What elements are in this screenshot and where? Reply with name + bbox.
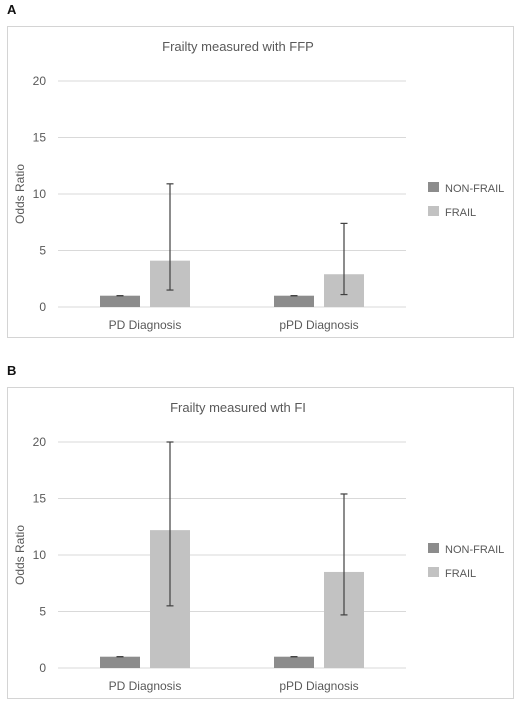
chart-a-title: Frailty measured with FFP xyxy=(162,39,314,54)
panel-a-letter: A xyxy=(7,2,17,17)
chart-a: Frailty measured with FFP 0 5 10 15 20 Odds Ra… xyxy=(7,26,514,338)
chart-a-xtick-0: PD Diagnosis xyxy=(109,318,182,332)
chart-a-ytick-15: 15 xyxy=(33,131,47,145)
chart-a-ytick-10: 10 xyxy=(33,187,47,201)
chart-b-bar-non-frail-1 xyxy=(274,656,314,668)
chart-b-legend-label-0: NON-FRAIL xyxy=(445,544,504,556)
chart-b-ylabel: Odds Ratio xyxy=(13,525,27,585)
chart-a-legend-label-1: FRAIL xyxy=(445,207,476,219)
chart-a-ytick-5: 5 xyxy=(39,244,46,258)
chart-b: Frailty measured wth FI 0 5 10 15 20 Odds Rati… xyxy=(7,387,514,699)
chart-b-ytick-0: 0 xyxy=(39,661,46,675)
chart-a-xtick-1: pPD Diagnosis xyxy=(279,318,358,332)
chart-b-legend-label-1: FRAIL xyxy=(445,568,476,580)
chart-b-legend-swatch-1 xyxy=(428,567,439,577)
chart-a-svg: Frailty measured with FFP 0 5 10 15 20 Odds Ra… xyxy=(13,39,504,332)
chart-a-ytick-0: 0 xyxy=(39,300,46,314)
chart-b-title: Frailty measured wth FI xyxy=(170,400,306,415)
chart-a-legend-label-0: NON-FRAIL xyxy=(445,183,504,195)
chart-b-xtick-1: pPD Diagnosis xyxy=(279,679,358,693)
chart-b-ytick-5: 5 xyxy=(39,605,46,619)
chart-a-bar-non-frail-0 xyxy=(100,295,140,307)
chart-b-svg: Frailty measured wth FI 0 5 10 15 20 Odds Rati… xyxy=(13,400,504,693)
chart-a-ytick-20: 20 xyxy=(33,74,47,88)
chart-b-xtick-0: PD Diagnosis xyxy=(109,679,182,693)
chart-a-legend-swatch-1 xyxy=(428,206,439,216)
chart-b-bar-non-frail-0 xyxy=(100,656,140,668)
chart-a-ylabel: Odds Ratio xyxy=(13,164,27,224)
chart-b-legend-swatch-0 xyxy=(428,543,439,553)
panel-b-letter: B xyxy=(7,363,17,378)
chart-a-bar-non-frail-1 xyxy=(274,295,314,307)
chart-b-ytick-15: 15 xyxy=(33,492,47,506)
chart-b-ytick-10: 10 xyxy=(33,548,47,562)
chart-b-ytick-20: 20 xyxy=(33,435,47,449)
chart-a-legend-swatch-0 xyxy=(428,182,439,192)
